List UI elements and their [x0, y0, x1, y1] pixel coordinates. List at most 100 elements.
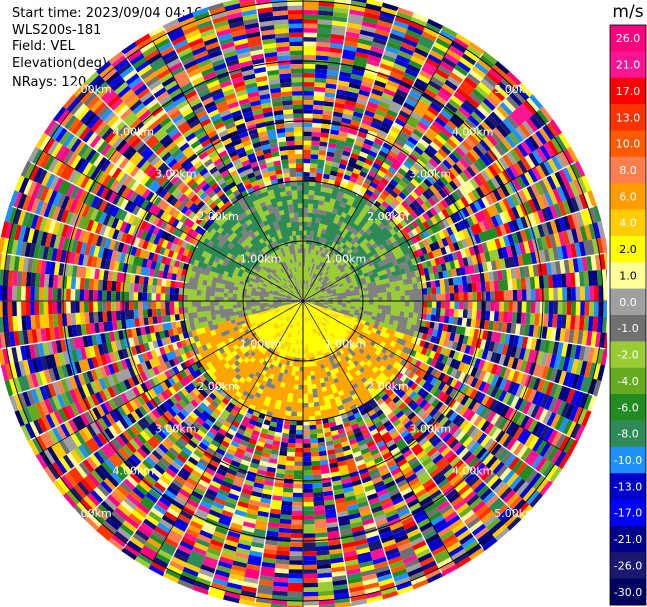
colorbar-tick-label: 10.0	[616, 138, 641, 151]
ray-line	[356, 28, 443, 197]
azimuth-spoke	[302, 150, 563, 302]
field-name: Field: VEL	[12, 39, 75, 54]
ray-line	[163, 405, 250, 574]
colorbar-tick-label: 4.0	[619, 217, 637, 230]
ring-label: 5.00km	[494, 507, 536, 520]
ring-label: 2.00km	[367, 380, 409, 393]
gate-group	[5, 6, 592, 607]
ring-label: 5.00km	[494, 83, 536, 96]
colorbar-tick-label: -30.0	[614, 586, 642, 599]
colorbar-tick-label: -26.0	[614, 560, 642, 573]
ray-line	[86, 384, 220, 518]
ring-labels: 1.00km 1.00km 1.00km 1.00km 2.00km 2.00km 2.00…	[70, 83, 536, 520]
colorbar-swatch	[610, 25, 646, 52]
ring-label: 3.00km	[410, 168, 452, 181]
ring-label: 4.00km	[452, 125, 494, 138]
ring-label: 2.00km	[197, 380, 239, 393]
ray-line	[55, 369, 208, 482]
colorbar-tick-label: -4.0	[617, 375, 638, 388]
colorbar-unit: m/s	[612, 2, 643, 22]
azimuth-spoke	[302, 41, 454, 302]
gate-group	[183, 181, 423, 417]
colorbar-tick-label: -6.0	[617, 401, 638, 414]
gate-group	[0, 0, 603, 600]
ray-line	[11, 205, 191, 266]
colorbar-swatch	[610, 235, 646, 263]
colorbar-tick-label: -2.0	[617, 349, 638, 362]
ring-label: 5.00km	[70, 83, 112, 96]
ring-label: 3.00km	[155, 422, 197, 435]
ray-line	[122, 53, 235, 206]
colorbar-tick-label: 8.0	[619, 164, 637, 177]
gate-group	[0, 2, 602, 607]
colorbar-tick-label: -1.0	[617, 322, 638, 335]
gate-group	[250, 302, 353, 358]
colorbar-swatch	[610, 525, 646, 553]
colorbar-swatch	[610, 77, 646, 105]
colorbar-swatch	[610, 288, 646, 316]
colorbar-swatch	[610, 130, 646, 158]
colorbar-swatch	[610, 552, 646, 580]
ray-line	[371, 396, 484, 549]
ray-line	[356, 405, 443, 574]
azimuth-spoke	[43, 150, 304, 302]
ray-line	[419, 252, 606, 284]
ray-line	[86, 84, 220, 218]
colorbar-tick-label: 13.0	[616, 111, 641, 124]
colorbar-swatch	[610, 367, 646, 395]
ray-line	[254, 0, 286, 185]
ray-line	[398, 369, 551, 482]
colorbar-swatch	[610, 578, 646, 606]
ring-label: 1.00km	[325, 253, 367, 266]
ring-label: 4.00km	[113, 465, 155, 478]
azimuth-spoke	[152, 41, 304, 302]
azimuth-spoke	[43, 300, 304, 452]
ray-line	[398, 120, 551, 233]
ring-label: 2.00km	[197, 210, 239, 223]
ray-line	[122, 396, 235, 549]
colorbar-tick-label: 26.0	[616, 32, 641, 45]
ray-line	[0, 318, 187, 350]
gate-group	[9, 0, 600, 606]
colorbar-swatch	[610, 473, 646, 501]
ray-line	[407, 161, 576, 248]
azimuth-spoke	[302, 300, 563, 452]
colorbar-tick-label: 0.0	[619, 296, 637, 309]
colorbar-swatch	[610, 420, 646, 448]
ray-line	[386, 384, 520, 518]
ring-label: 2.00km	[367, 210, 409, 223]
colorbar-tick-label: 17.0	[616, 85, 641, 98]
colorbar-swatch	[610, 104, 646, 131]
colorbar-swatch	[610, 262, 646, 290]
azimuth-spoke	[302, 300, 454, 561]
ring-label: 4.00km	[113, 125, 155, 138]
start-time: Start time: 2023/09/04 04:16:18	[12, 6, 224, 21]
ray-line	[254, 417, 286, 604]
instrument-name: WLS200s-181	[12, 22, 102, 38]
ray-line	[415, 205, 595, 266]
range-rings	[0, 0, 607, 607]
colorbar-swatch	[610, 499, 646, 527]
ray-line	[371, 53, 484, 206]
colorbar-tick-label: -21.0	[614, 533, 642, 546]
colorbar-swatch	[610, 51, 646, 79]
colorbar-swatch	[610, 209, 646, 237]
azimuth-spoke	[152, 300, 304, 561]
ray-line	[0, 252, 187, 284]
ring-label: 3.00km	[155, 168, 197, 181]
ray-line	[415, 336, 595, 397]
ray-line	[419, 318, 606, 350]
colorbar-tick-label: 6.0	[619, 190, 637, 203]
colorbar-tick-label: -17.0	[614, 507, 642, 520]
ring-label: 4.00km	[452, 465, 494, 478]
colorbar-tick-label: -8.0	[617, 428, 638, 441]
ray-line	[207, 9, 268, 189]
ring-label: 1.00km	[325, 337, 367, 350]
ring-label: 1.00km	[240, 337, 282, 350]
ring-label: 3.00km	[410, 422, 452, 435]
ray-line	[320, 0, 352, 185]
ray-line	[407, 354, 576, 441]
ray-line	[11, 336, 191, 397]
nrays: NRays: 120	[12, 75, 87, 90]
